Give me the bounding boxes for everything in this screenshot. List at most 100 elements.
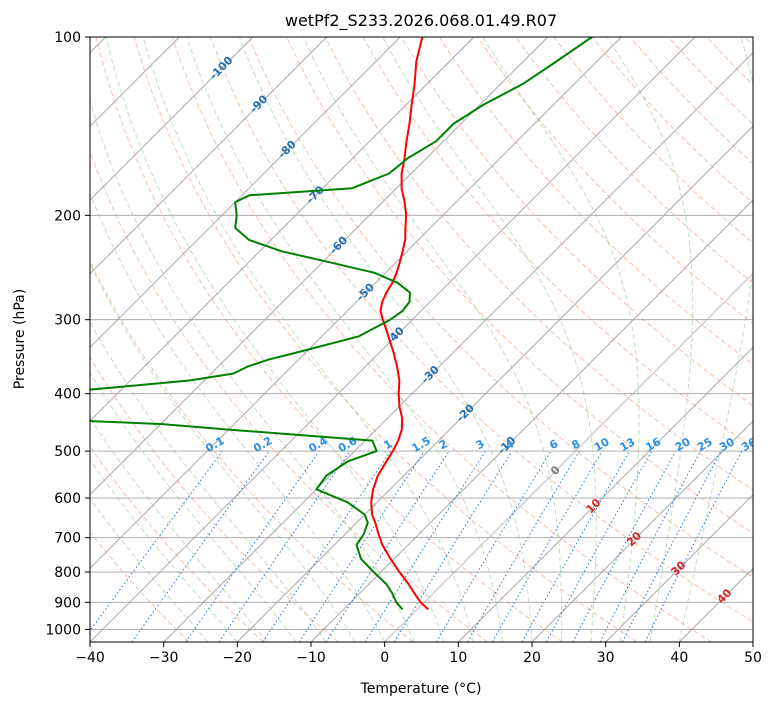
isotherm-label: -100 <box>207 54 236 83</box>
chart-title: wetPf2_S233.2026.068.01.49.R07 <box>285 11 557 31</box>
dry-adiabat <box>744 37 753 47</box>
mixing-ratio-label: 8 <box>569 437 582 452</box>
isotherm-label: 20 <box>624 529 644 549</box>
x-axis-label: Temperature (°C) <box>360 681 482 697</box>
moist-adiabat <box>238 37 533 642</box>
moist-adiabat <box>105 37 445 642</box>
y-axis-ticks: 100 200 300 400 500 600 700 800 900 1000 <box>45 30 90 638</box>
mixing-ratio-line <box>262 450 392 642</box>
moist-adiabat <box>90 417 268 642</box>
x-tick-label: −40 <box>75 650 105 666</box>
dry-adiabat <box>706 37 753 86</box>
y-tick-label: 600 <box>54 491 81 507</box>
x-tick-label: 30 <box>597 650 615 666</box>
x-tick-label: 10 <box>449 650 467 666</box>
y-axis-label: Pressure (hPa) <box>12 289 28 389</box>
isotherm-line <box>531 420 753 642</box>
x-tick-label: −20 <box>223 650 253 666</box>
dry-adiabat <box>591 37 753 204</box>
mixing-ratio-line <box>185 450 320 642</box>
mixing-ratio-line <box>131 450 270 642</box>
mixing-ratio-line <box>644 450 743 642</box>
y-tick-label: 500 <box>54 444 81 460</box>
mixing-ratio-line <box>393 450 513 642</box>
y-tick-label: 200 <box>54 208 81 224</box>
isotherm-label: -30 <box>419 363 442 386</box>
isotherm-line <box>310 199 753 642</box>
moist-adiabat <box>142 37 474 642</box>
isotherm-line <box>90 37 475 422</box>
mixing-ratio-line <box>572 450 677 642</box>
dry-adiabat <box>90 356 339 642</box>
dry-adiabat <box>324 37 753 491</box>
isotherm-line <box>90 37 696 642</box>
background-lines <box>90 37 753 642</box>
isotherm-line <box>752 641 753 642</box>
x-tick-label: 40 <box>670 650 688 666</box>
moist-adiabat <box>90 99 415 642</box>
dry-adiabat <box>171 37 712 642</box>
mixing-ratio-line <box>218 450 351 642</box>
isotherm-label: -90 <box>247 92 270 115</box>
dry-adiabat <box>90 259 414 642</box>
mixing-ratio-label: 6 <box>547 437 560 452</box>
dry-adiabat <box>515 37 753 284</box>
mixing-ratio-label: 36 <box>739 435 759 454</box>
dry-adiabat <box>248 37 753 578</box>
dry-adiabat <box>90 150 488 642</box>
y-tick-label: 900 <box>54 595 81 611</box>
mixing-ratio-label: 0.2 <box>251 434 274 455</box>
dry-adiabat <box>438 37 753 366</box>
y-tick-label: 700 <box>54 531 81 547</box>
mixing-ratio-line <box>90 450 223 632</box>
dry-adiabat <box>400 37 753 407</box>
temperature-profile-line <box>370 37 429 611</box>
zero-isotherm <box>384 273 753 642</box>
mixing-ratio-line <box>521 450 630 642</box>
y-tick-label: 100 <box>54 30 81 46</box>
isotherm-label: 30 <box>669 558 689 578</box>
isotherm-line <box>90 37 548 496</box>
moist-adiabat <box>482 37 640 642</box>
dry-adiabat <box>362 37 753 449</box>
dry-adiabat <box>95 37 563 642</box>
isotherm-label: 10 <box>584 496 604 516</box>
x-tick-label: 20 <box>523 650 541 666</box>
y-tick-label: 400 <box>54 387 81 403</box>
isotherm-label: -50 <box>354 280 377 303</box>
isotherm-line <box>90 37 254 201</box>
x-tick-label: −30 <box>149 650 179 666</box>
dry-adiabat <box>133 37 638 642</box>
mixing-ratio-line <box>545 450 653 642</box>
mixing-ratio-label: 3 <box>474 437 487 452</box>
plot-frame <box>89 36 754 643</box>
mixing-ratio-line <box>467 450 580 642</box>
isotherm-line <box>679 567 753 642</box>
moist-adiabat <box>90 192 386 642</box>
dry-adiabat <box>668 37 753 125</box>
isotherm-label: -20 <box>454 401 477 424</box>
y-tick-label: 800 <box>54 565 81 581</box>
dewpoint-profile-line <box>90 37 593 611</box>
isotherm-label: -60 <box>327 233 350 256</box>
isotherm-line <box>237 125 753 642</box>
isotherm-line <box>605 494 753 642</box>
isotherm-line <box>90 37 401 348</box>
dry-adiabat <box>210 37 753 623</box>
moist-adiabat <box>382 37 597 642</box>
isotherm-label: 0 <box>548 463 563 478</box>
mixing-ratio-line <box>599 450 701 642</box>
isotherm-line <box>90 37 622 569</box>
dry-adiabat <box>90 531 190 642</box>
dry-adiabat <box>90 445 264 642</box>
x-axis-ticks: −40 −30 −20 −10 0 10 20 30 40 50 <box>75 642 762 666</box>
moist-adiabat <box>90 459 238 642</box>
isotherm-line <box>458 346 753 642</box>
x-tick-label: 50 <box>744 650 762 666</box>
isotherm-label: -70 <box>304 183 327 206</box>
isotherm-label: -80 <box>276 138 299 161</box>
moist-adiabat <box>90 498 209 642</box>
moist-adiabat <box>90 262 356 642</box>
moist-adiabat <box>678 37 753 642</box>
